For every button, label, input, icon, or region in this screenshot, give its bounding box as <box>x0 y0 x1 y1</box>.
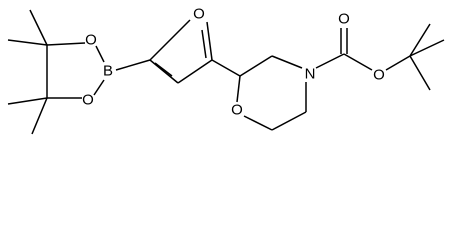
atom-label: O <box>373 67 385 84</box>
atom-labels: O B O O O N O O <box>82 6 385 119</box>
atom-label: O <box>82 92 94 109</box>
atom-label: O <box>85 32 97 49</box>
molecule-diagram: O B O O O N O O <box>7 6 445 135</box>
atom-label: O <box>231 102 243 119</box>
atom-label: O <box>193 6 205 23</box>
bonds <box>7 9 445 135</box>
atom-label: N <box>305 66 316 83</box>
atom-label: O <box>338 11 350 28</box>
atom-label: B <box>103 63 113 80</box>
